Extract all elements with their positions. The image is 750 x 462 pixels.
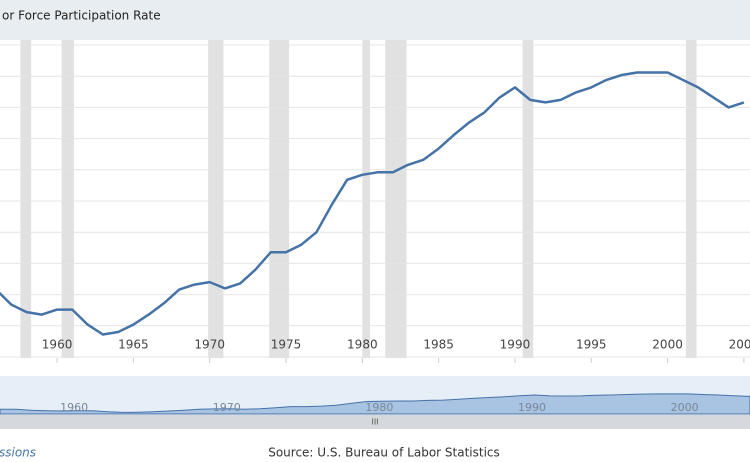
x-tick-label: 1970 bbox=[194, 338, 225, 352]
chart-title: or Force Participation Rate bbox=[2, 9, 161, 23]
recession-band bbox=[385, 40, 407, 358]
x-tick-label: 1990 bbox=[500, 338, 531, 352]
navigator-tick-label: 1980 bbox=[365, 401, 393, 414]
series-line bbox=[0, 71, 745, 336]
scroll-handle[interactable]: III bbox=[371, 418, 378, 427]
x-tick-label: 1995 bbox=[576, 338, 607, 352]
x-tick-label: 1985 bbox=[423, 338, 454, 352]
plot: 1960 1965 1970 1975 1980 1985 1990 1995 2000 2005 bbox=[0, 40, 750, 363]
x-tick-label: 1980 bbox=[347, 338, 378, 352]
navigator-area bbox=[0, 393, 750, 415]
recession-band bbox=[20, 40, 32, 358]
x-tick-label: 1960 bbox=[42, 338, 73, 352]
x-tick-label: 1965 bbox=[118, 338, 149, 352]
source: Source: U.S. Bureau of Labor Statistics bbox=[268, 446, 500, 460]
recessions-link[interactable]: ssions bbox=[0, 446, 36, 460]
recession-band bbox=[522, 40, 534, 358]
navigator-tick-label: 1970 bbox=[213, 401, 241, 414]
recession-band bbox=[362, 40, 370, 358]
x-tick-label: 2005 bbox=[729, 338, 750, 352]
scrollbar[interactable] bbox=[0, 415, 750, 429]
navigator-tick-label: 1990 bbox=[518, 401, 546, 414]
recession-band bbox=[269, 40, 290, 358]
navigator-tick-label: 2000 bbox=[671, 401, 699, 414]
recession-band bbox=[61, 40, 74, 358]
navigator-tick-label: 1960 bbox=[60, 401, 88, 414]
x-tick-label: 2000 bbox=[652, 338, 683, 352]
x-tick-label: 1975 bbox=[271, 338, 302, 352]
header bbox=[0, 0, 750, 40]
recession-band bbox=[685, 40, 697, 358]
recession-band bbox=[208, 40, 224, 358]
navigator-series: 1960 1970 1980 1990 2000 bbox=[0, 393, 750, 415]
